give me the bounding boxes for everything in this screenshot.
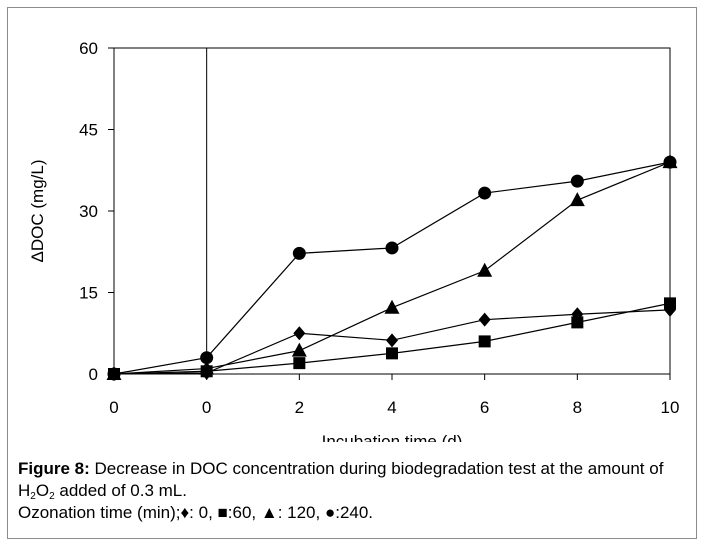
figure-frame bbox=[7, 7, 697, 539]
data-point-square bbox=[571, 316, 584, 329]
data-point-triangle bbox=[384, 299, 400, 314]
data-point-triangle bbox=[291, 342, 307, 357]
y-tick-label: 15 bbox=[79, 284, 98, 303]
figure-caption: Figure 8: Decrease in DOC concentration … bbox=[18, 458, 688, 524]
data-point-diamond bbox=[293, 326, 306, 341]
x-tick-label: 8 bbox=[573, 398, 582, 417]
y-tick-label: 30 bbox=[79, 202, 98, 221]
x-tick-label: 0 bbox=[202, 398, 211, 417]
figure-label: Figure 8: bbox=[18, 459, 90, 478]
caption-line-1: Figure 8: Decrease in DOC concentration … bbox=[18, 458, 688, 502]
series-circle bbox=[107, 155, 677, 381]
data-point-square bbox=[478, 335, 491, 348]
data-point-circle bbox=[107, 367, 121, 381]
x-tick-label: 6 bbox=[480, 398, 489, 417]
x-tick-label: 0 bbox=[109, 398, 118, 417]
y-tick-label: 45 bbox=[79, 121, 98, 140]
y-axis-title: ΔDOC (mg/L) bbox=[28, 160, 47, 263]
series-layer bbox=[106, 154, 678, 381]
data-point-square bbox=[293, 357, 306, 370]
plot-area-border bbox=[113, 47, 671, 375]
data-point-circle bbox=[200, 351, 214, 365]
caption-subscript-1: 2 bbox=[30, 491, 36, 502]
data-point-circle bbox=[385, 241, 399, 255]
data-point-circle bbox=[570, 174, 584, 188]
data-point-triangle bbox=[569, 192, 585, 207]
y-tick-label: 0 bbox=[89, 365, 98, 384]
caption-subscript-2: 2 bbox=[49, 491, 55, 502]
x-tick-label: 10 bbox=[661, 398, 680, 417]
data-point-diamond bbox=[478, 312, 491, 327]
data-point-circle bbox=[292, 246, 306, 260]
data-point-square bbox=[664, 297, 676, 310]
data-point-square bbox=[386, 347, 398, 360]
x-tick-label: 4 bbox=[387, 398, 396, 417]
caption-text-part1: Decrease in DOC concentration during bio… bbox=[18, 459, 664, 500]
data-point-triangle bbox=[477, 262, 493, 277]
x-tick-label: 2 bbox=[295, 398, 304, 417]
y-tick-label: 60 bbox=[79, 39, 98, 58]
caption-line-2: Ozonation time (min);♦: 0, ■:60, ▲: 120,… bbox=[18, 503, 374, 522]
x-axis-title: Incubation time (d) bbox=[322, 432, 463, 451]
data-point-triangle bbox=[199, 360, 215, 375]
data-point-circle bbox=[478, 186, 492, 200]
data-point-diamond bbox=[386, 333, 398, 348]
caption-text-part3: added of 0.3 mL. bbox=[54, 481, 187, 500]
data-point-circle bbox=[663, 155, 677, 169]
caption-text-part2: O bbox=[35, 481, 50, 500]
